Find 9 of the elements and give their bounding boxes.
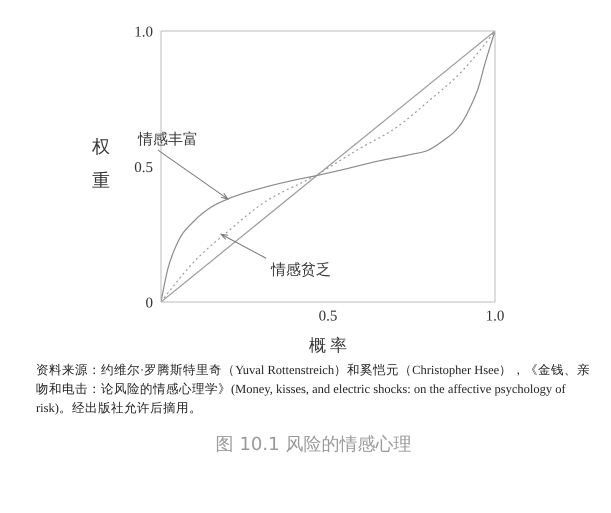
text: 图 10.1 风险的情感心理: [214, 433, 412, 456]
y-tick-label: 0.5: [134, 160, 153, 176]
annotation: 情感丰富: [136, 130, 198, 148]
y-tick-label: 0: [146, 295, 153, 312]
annotation: 情感贫乏: [270, 260, 332, 278]
y-axis-title: 权重: [91, 136, 110, 190]
x-axis-title: 概 率: [308, 336, 348, 355]
text: 资料来源：约维尔·罗腾斯特里奇（Yuval Rottenstreich）和奚恺元（Christopher Hsee），《金钱、亲吻和电击：论风险的情感心理学》(Money, kisses, and electric shocks: on the affective psychology of risk)。经出版社允许后摘用。: [36, 362, 592, 417]
y-tick-label: 1.0: [134, 24, 153, 40]
